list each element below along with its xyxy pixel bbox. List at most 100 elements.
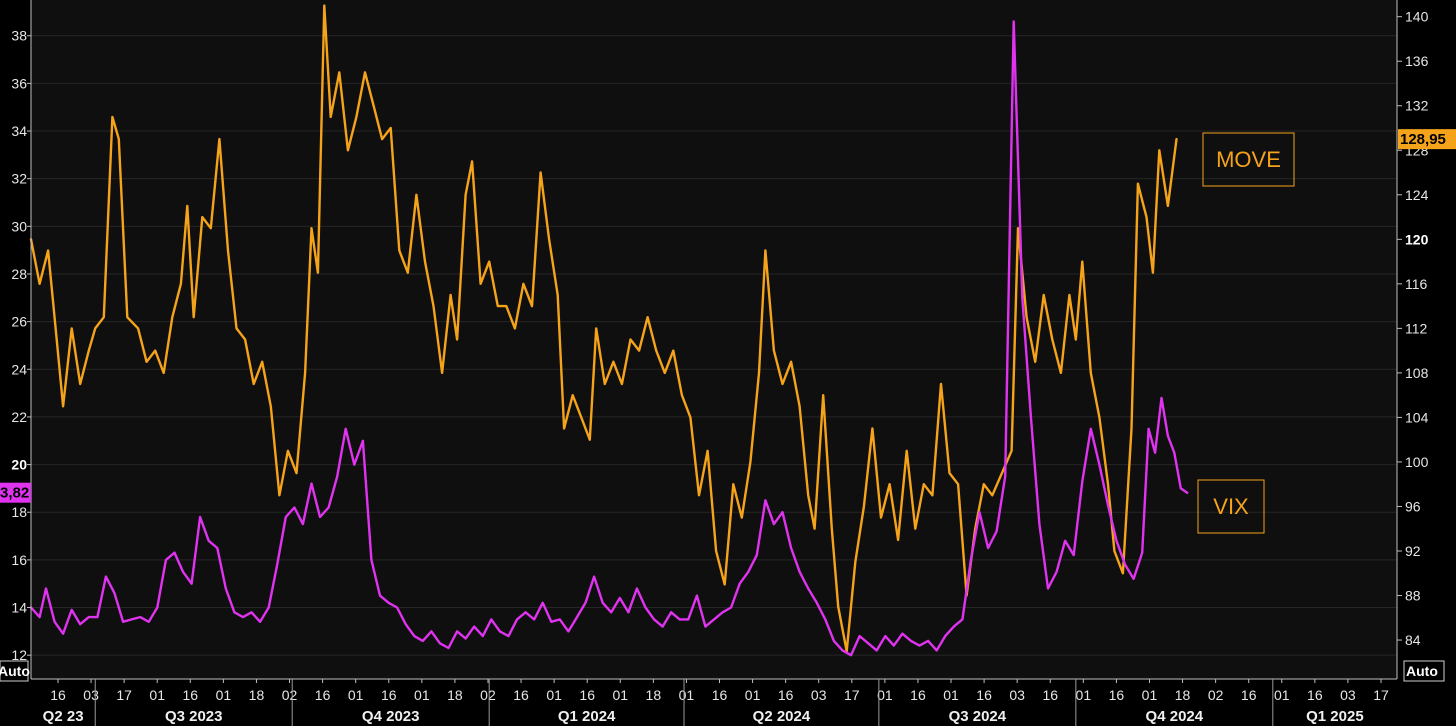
right-tick-label: 112 xyxy=(1405,320,1428,336)
x-day-tick-label: 03 xyxy=(83,687,99,703)
legend-move: MOVE xyxy=(1202,132,1295,187)
quarter-label: Q2 2024 xyxy=(753,708,811,725)
x-day-tick-label: 01 xyxy=(612,687,628,703)
x-day-tick-label: 16 xyxy=(910,687,926,703)
left-tick-label: 22 xyxy=(11,409,27,425)
grid-lines xyxy=(31,35,1397,656)
vix-badge-background xyxy=(0,482,31,503)
right-tick-label: 100 xyxy=(1405,454,1429,470)
left-auto-button-label[interactable]: Auto xyxy=(0,663,30,679)
x-day-tick-label: 16 xyxy=(381,687,397,703)
left-tick-label: 36 xyxy=(11,75,27,91)
move-badge-text: 128,95 xyxy=(1400,131,1446,148)
left-tick-label: 14 xyxy=(11,600,27,616)
right-tick-label: 108 xyxy=(1405,365,1429,381)
right-tick-label: 96 xyxy=(1405,498,1421,514)
x-day-tick-label: 01 xyxy=(877,687,893,703)
quarter-label: Q3 2024 xyxy=(949,708,1007,725)
x-day-tick-label: 01 xyxy=(149,687,165,703)
left-tick-label: 16 xyxy=(11,552,27,568)
right-auto-button-frame[interactable] xyxy=(1403,660,1445,682)
right-tick-label: 120 xyxy=(1405,231,1429,247)
x-day-tick-label: 16 xyxy=(712,687,728,703)
series-line-move xyxy=(29,4,1178,653)
right-tick-label: 132 xyxy=(1405,98,1429,114)
right-tick-label: 140 xyxy=(1405,9,1429,25)
x-axis: 16 03 17 01 16 01 18 02 16 01 16 01 18 02 16 01 16 01 18 01… xyxy=(31,678,1397,726)
left-tick-label: 24 xyxy=(11,361,27,377)
left-tick-label: 26 xyxy=(11,314,27,330)
x-day-tick-label: 16 xyxy=(50,687,66,703)
x-day-tick-label: 17 xyxy=(116,687,132,703)
series-lines xyxy=(29,4,1189,657)
left-tick-label: 12 xyxy=(11,647,27,663)
legend-move-box xyxy=(1202,132,1295,187)
x-day-tick-label: 02 xyxy=(480,687,496,703)
quarter-label: Q1 2024 xyxy=(558,708,616,725)
x-day-tick-label: 18 xyxy=(646,687,662,703)
right-tick-label: 116 xyxy=(1405,276,1428,292)
left-auto-button-frame[interactable] xyxy=(0,660,29,682)
x-day-tick-label: 03 xyxy=(811,687,827,703)
x-day-tick-label: 01 xyxy=(1076,687,1092,703)
right-tick-label: 104 xyxy=(1405,409,1429,425)
left-tick-label: 20 xyxy=(11,457,27,473)
x-day-tick-label: 01 xyxy=(1142,687,1158,703)
right-tick-label: 136 xyxy=(1405,53,1429,69)
x-day-tick-label: 17 xyxy=(1373,687,1389,703)
quarter-label: Q1 2025 xyxy=(1306,708,1364,725)
right-auto-button[interactable]: Auto xyxy=(1403,660,1445,682)
quarter-label: Q4 2024 xyxy=(1146,708,1204,725)
quarter-label: Q4 2023 xyxy=(362,708,420,725)
legend-vix: VIX xyxy=(1197,479,1265,534)
left-tick-label: 34 xyxy=(11,123,27,139)
right-tick-label: 84 xyxy=(1405,632,1421,648)
x-day-tick-label: 01 xyxy=(679,687,695,703)
right-tick-label: 88 xyxy=(1405,588,1421,604)
x-day-tick-label: 16 xyxy=(315,687,331,703)
x-day-tick-label: 16 xyxy=(513,687,529,703)
x-day-tick-label: 18 xyxy=(249,687,265,703)
legend-vix-box xyxy=(1197,479,1265,534)
right-tick-label: 124 xyxy=(1405,187,1429,203)
x-day-tick-label: 16 xyxy=(1307,687,1323,703)
x-day-tick-label: 16 xyxy=(976,687,992,703)
left-tick-label: 32 xyxy=(11,171,27,187)
right-auto-button-label[interactable]: Auto xyxy=(1406,663,1438,679)
right-axis: 8488929610010410811211612012412813213614… xyxy=(1396,0,1429,679)
vix-last-value-badge: 3,82 xyxy=(0,482,31,503)
x-day-tick-label: 01 xyxy=(1274,687,1290,703)
x-day-tick-label: 16 xyxy=(1042,687,1058,703)
series-line-vix xyxy=(29,20,1189,657)
x-day-tick-label: 01 xyxy=(414,687,430,703)
quarter-label: Q2 23 xyxy=(43,708,84,725)
x-day-tick-label: 02 xyxy=(1208,687,1224,703)
left-axis: 12 14 16 18 20 22 24 26 28 30 32 34 36 38 xyxy=(11,0,32,679)
x-day-tick-label: 16 xyxy=(1109,687,1125,703)
right-tick-label: 92 xyxy=(1405,543,1421,559)
x-day-tick-label: 02 xyxy=(282,687,298,703)
quarter-label: Q3 2023 xyxy=(165,708,223,725)
x-day-tick-label: 16 xyxy=(1241,687,1257,703)
left-tick-label: 28 xyxy=(11,266,27,282)
x-day-tick-label: 18 xyxy=(1175,687,1191,703)
legend-vix-label: VIX xyxy=(1213,494,1249,519)
x-day-tick-label: 16 xyxy=(579,687,595,703)
x-day-tick-label: 17 xyxy=(844,687,860,703)
x-day-tick-label: 03 xyxy=(1009,687,1025,703)
x-day-tick-label: 18 xyxy=(447,687,463,703)
x-day-tick-label: 01 xyxy=(216,687,232,703)
x-day-tick-label: 01 xyxy=(745,687,761,703)
left-auto-button[interactable]: Auto xyxy=(0,660,30,682)
move-badge-background xyxy=(1398,129,1456,150)
plot-area xyxy=(31,0,1397,679)
left-tick-label: 30 xyxy=(11,218,27,234)
left-tick-label: 18 xyxy=(11,504,27,520)
x-day-tick-label: 01 xyxy=(943,687,959,703)
x-day-tick-label: 16 xyxy=(778,687,794,703)
move-last-value-badge: 128,95 xyxy=(1398,129,1456,150)
x-day-tick-label: 01 xyxy=(546,687,562,703)
vix-badge-text: 3,82 xyxy=(0,485,29,502)
left-tick-label: 38 xyxy=(11,28,27,44)
